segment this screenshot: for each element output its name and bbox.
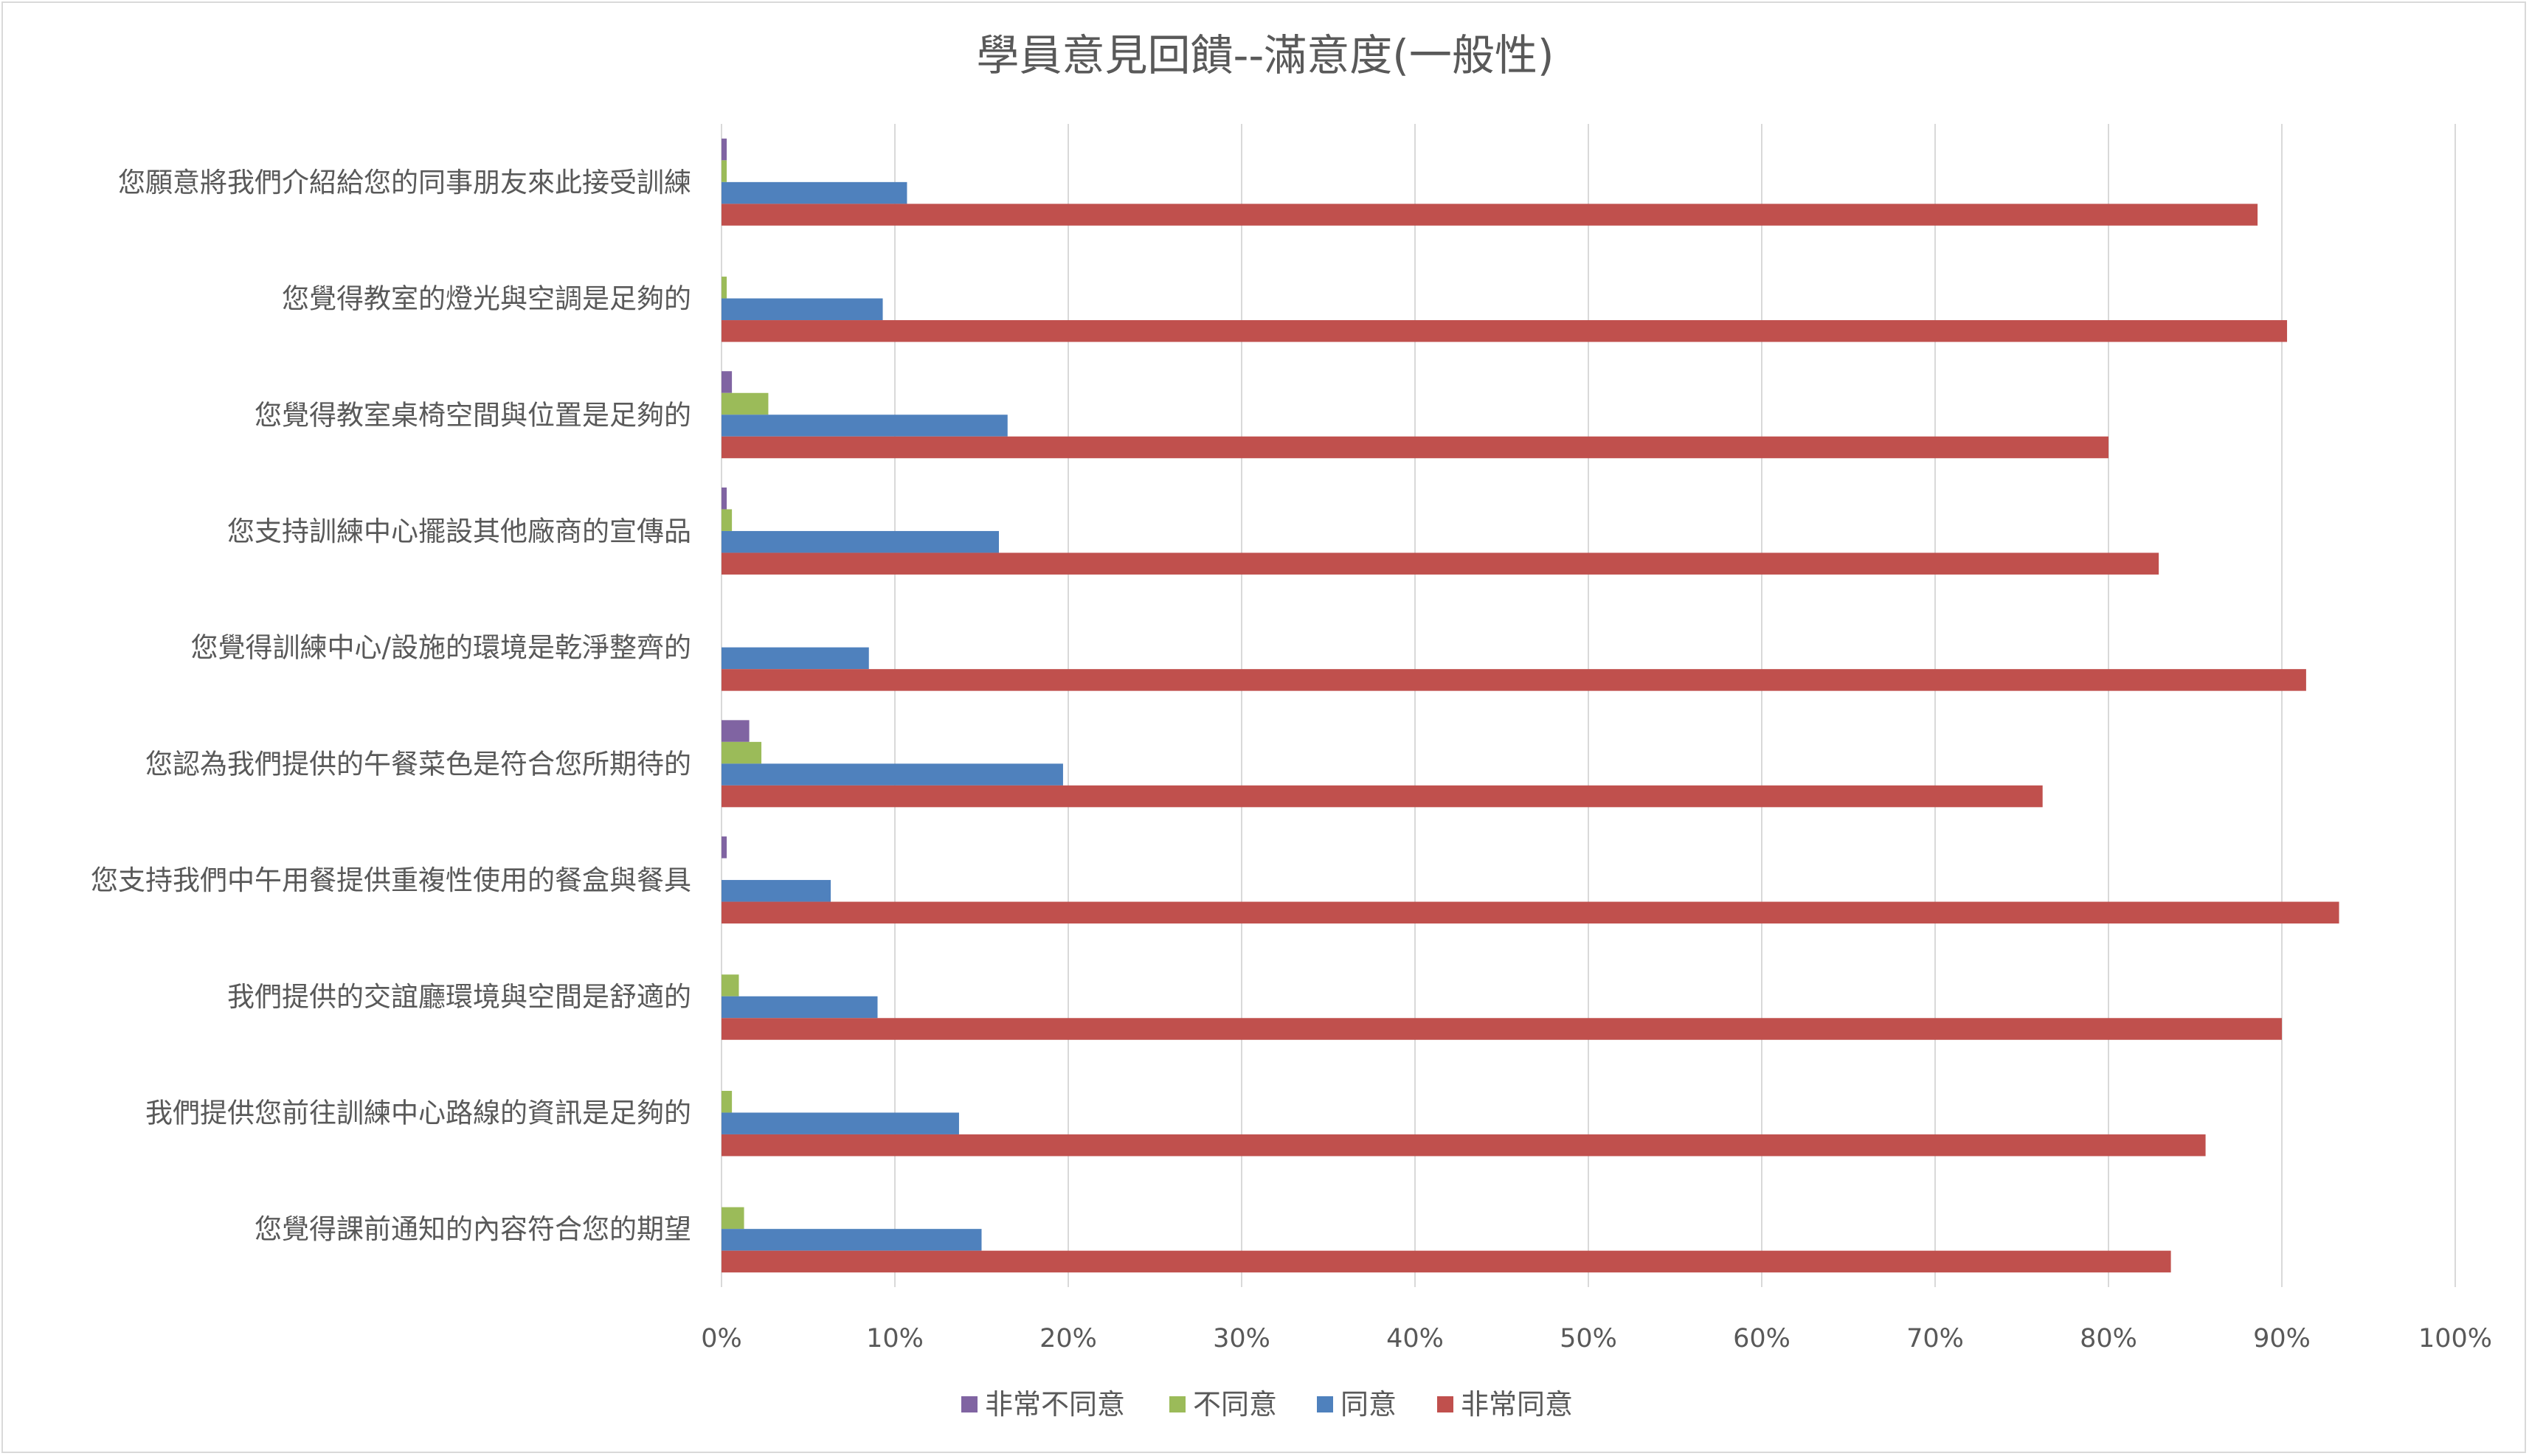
category-label: 您覺得教室的燈光與空調是足夠的 [282,283,691,315]
bar-4-series-3 [722,530,999,553]
x-tick-label: 20% [1039,1324,1097,1353]
bar-7-series-1 [722,836,727,859]
bar-7-series-3 [722,880,831,902]
x-tick-label: 90% [2253,1324,2311,1353]
bar-4-series-2 [722,509,733,531]
category-label: 您覺得課前通知的內容符合您的期望 [255,1213,691,1245]
legend-label: 非常同意 [1461,1388,1573,1421]
legend-swatch [1317,1396,1333,1412]
x-axis-tick-labels: 0% 10% 20% 30% 40% 50% 60% 70% 80% 90% 100% [701,1324,2492,1353]
gridlines [721,124,2456,1287]
bar-10-series-4 [722,1250,2171,1273]
bar-6-series-4 [722,785,2043,808]
category-label: 您覺得訓練中心/設施的環境是乾淨整齊的 [191,632,691,664]
x-tick-label: 100% [2418,1324,2492,1353]
category-label: 您支持我們中午用餐提供重複性使用的餐盒與餐具 [91,864,691,896]
category-label: 我們提供的交誼廳環境與空間是舒適的 [227,981,691,1013]
bar-7-series-4 [722,901,2339,924]
x-tick-label: 50% [1560,1324,1617,1353]
bar-10-series-2 [722,1207,744,1230]
bar-3-series-2 [722,392,769,415]
category-label: 您覺得教室桌椅空間與位置是足夠的 [255,399,691,431]
category-label: 您願意將我們介紹給您的同事朋友來此接受訓練 [118,167,691,198]
bar-6-series-3 [722,763,1063,786]
bar-3-series-3 [722,415,1008,437]
bar-4-series-4 [722,552,2159,575]
bar-10-series-3 [722,1229,982,1251]
x-tick-label: 60% [1733,1324,1791,1353]
bar-3-series-4 [722,436,2108,459]
bar-4-series-1 [722,487,727,510]
legend-label: 同意 [1340,1388,1397,1421]
legend-label: 不同意 [1193,1388,1277,1421]
bar-1-series-2 [722,160,727,182]
category-label: 我們提供您前往訓練中心路線的資訊是足夠的 [145,1097,691,1129]
bar-8-series-2 [722,974,739,996]
legend-label: 非常不同意 [985,1388,1125,1421]
bar-6-series-2 [722,741,762,764]
bar-9-series-3 [722,1112,959,1134]
category-label: 您支持訓練中心擺設其他廠商的宣傳品 [227,516,691,547]
bar-9-series-4 [722,1134,2206,1157]
bar-9-series-2 [722,1090,733,1113]
bar-5-series-4 [722,669,2306,691]
bar-5-series-3 [722,647,869,670]
x-tick-label: 10% [866,1324,924,1353]
bar-8-series-3 [722,996,878,1019]
legend-swatch [1437,1396,1453,1412]
bar-1-series-4 [722,204,2258,226]
x-tick-label: 40% [1386,1324,1444,1353]
bar-3-series-1 [722,371,733,393]
category-label: 您認為我們提供的午餐菜色是符合您所期待的 [145,748,691,780]
bar-8-series-4 [722,1018,2282,1040]
bar-2-series-4 [722,320,2288,342]
chart-title: 學員意見回饋--滿意度(一般性) [976,30,1554,80]
bar-1-series-3 [722,181,907,204]
x-tick-label: 30% [1213,1324,1270,1353]
legend-swatch [1169,1396,1186,1412]
category-labels: 您願意將我們介紹給您的同事朋友來此接受訓練您覺得教室的燈光與空調是足夠的您覺得教… [91,167,691,1245]
x-tick-label: 0% [701,1324,742,1353]
bar-2-series-2 [722,277,727,299]
bar-6-series-1 [722,720,750,742]
x-tick-label: 80% [2080,1324,2137,1353]
legend: 非常不同意 不同意 同意 非常同意 [961,1388,1573,1421]
bars [722,138,2339,1273]
x-tick-label: 70% [1906,1324,1964,1353]
bar-2-series-3 [722,298,883,321]
bar-1-series-1 [722,138,727,161]
legend-swatch [961,1396,978,1412]
